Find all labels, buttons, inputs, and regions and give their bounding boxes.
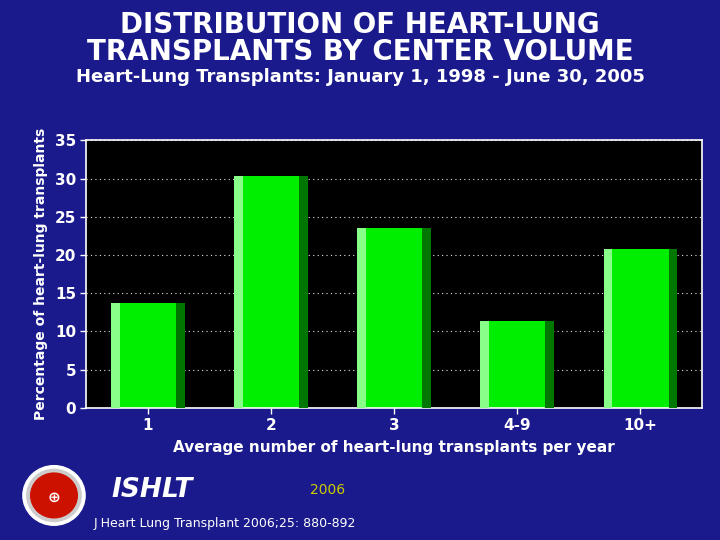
Text: Heart-Lung Transplants: January 1, 1998 - June 30, 2005: Heart-Lung Transplants: January 1, 1998 … <box>76 68 644 85</box>
Circle shape <box>23 465 85 525</box>
Bar <box>111 303 185 408</box>
Bar <box>480 321 554 408</box>
Bar <box>357 228 431 408</box>
Bar <box>176 303 185 408</box>
Text: DISTRIBUTION OF HEART-LUNG: DISTRIBUTION OF HEART-LUNG <box>120 11 600 39</box>
Text: TRANSPLANTS BY CENTER VOLUME: TRANSPLANTS BY CENTER VOLUME <box>86 38 634 66</box>
Bar <box>299 176 308 408</box>
Bar <box>111 303 120 408</box>
Text: ISHLT: ISHLT <box>112 477 193 503</box>
Bar <box>234 176 308 408</box>
Circle shape <box>27 469 81 522</box>
Bar <box>234 176 243 408</box>
Text: J Heart Lung Transplant 2006;25: 880-892: J Heart Lung Transplant 2006;25: 880-892 <box>94 517 356 530</box>
Bar <box>603 249 613 408</box>
Y-axis label: Percentage of heart-lung transplants: Percentage of heart-lung transplants <box>34 128 48 420</box>
X-axis label: Average number of heart-lung transplants per year: Average number of heart-lung transplants… <box>174 440 615 455</box>
Bar <box>480 321 490 408</box>
Bar <box>603 249 678 408</box>
Bar <box>422 228 431 408</box>
Bar <box>668 249 678 408</box>
Text: ⊕: ⊕ <box>48 490 60 505</box>
Bar <box>545 321 554 408</box>
Bar <box>357 228 366 408</box>
Circle shape <box>31 473 77 518</box>
Text: 2006: 2006 <box>310 483 345 497</box>
